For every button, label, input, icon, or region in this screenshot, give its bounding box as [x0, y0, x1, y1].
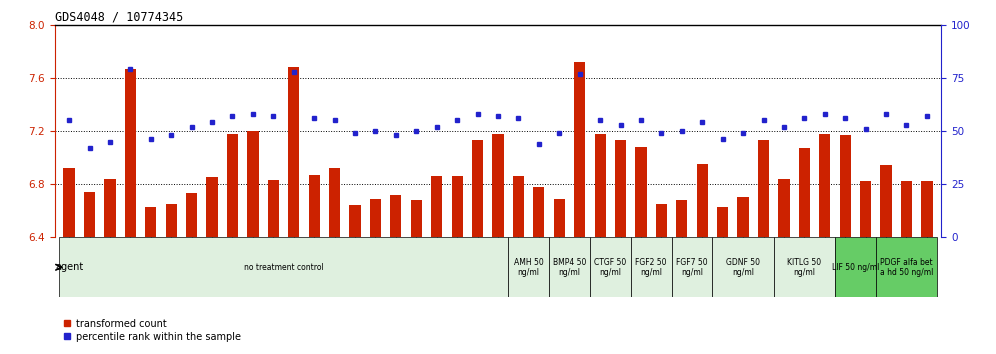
- Bar: [671, 237, 712, 297]
- Text: GDNF 50
ng/ml: GDNF 50 ng/ml: [726, 258, 760, 277]
- Text: agent: agent: [55, 262, 84, 272]
- Bar: [64, 168, 75, 237]
- Bar: [880, 166, 891, 237]
- Bar: [288, 67, 300, 237]
- Text: LIF 50 ng/ml: LIF 50 ng/ml: [832, 263, 879, 272]
- Bar: [737, 198, 749, 237]
- Bar: [549, 237, 590, 297]
- Text: FGF7 50
ng/ml: FGF7 50 ng/ml: [676, 258, 708, 277]
- Bar: [554, 199, 565, 237]
- Bar: [595, 134, 606, 237]
- Bar: [329, 168, 341, 237]
- Bar: [615, 140, 626, 237]
- Bar: [84, 192, 96, 237]
- Bar: [655, 204, 667, 237]
- Bar: [390, 195, 401, 237]
- Bar: [268, 180, 279, 237]
- Bar: [819, 134, 831, 237]
- Bar: [370, 199, 381, 237]
- Bar: [712, 237, 774, 297]
- Bar: [124, 69, 136, 237]
- Bar: [227, 134, 238, 237]
- Text: GDS4048 / 10774345: GDS4048 / 10774345: [55, 11, 183, 24]
- Bar: [472, 140, 483, 237]
- Bar: [696, 164, 708, 237]
- Bar: [533, 187, 545, 237]
- Text: BMP4 50
ng/ml: BMP4 50 ng/ml: [553, 258, 587, 277]
- Bar: [900, 182, 912, 237]
- Bar: [145, 207, 156, 237]
- Bar: [451, 176, 463, 237]
- Legend: transformed count, percentile rank within the sample: transformed count, percentile rank withi…: [60, 315, 245, 346]
- Bar: [778, 179, 790, 237]
- Bar: [206, 177, 218, 237]
- Bar: [410, 200, 422, 237]
- Bar: [309, 175, 320, 237]
- Bar: [165, 204, 177, 237]
- Bar: [635, 147, 646, 237]
- Bar: [774, 237, 835, 297]
- Bar: [247, 131, 259, 237]
- Bar: [676, 200, 687, 237]
- Bar: [630, 237, 671, 297]
- Text: PDGF alfa bet
a hd 50 ng/ml: PDGF alfa bet a hd 50 ng/ml: [879, 258, 933, 277]
- Bar: [717, 207, 728, 237]
- Text: CTGF 50
ng/ml: CTGF 50 ng/ml: [595, 258, 626, 277]
- Text: AMH 50
ng/ml: AMH 50 ng/ml: [514, 258, 544, 277]
- Bar: [860, 182, 872, 237]
- Bar: [574, 62, 586, 237]
- Bar: [840, 135, 851, 237]
- Text: KITLG 50
ng/ml: KITLG 50 ng/ml: [787, 258, 822, 277]
- Bar: [799, 148, 810, 237]
- Bar: [921, 182, 932, 237]
- Text: FGF2 50
ng/ml: FGF2 50 ng/ml: [635, 258, 667, 277]
- Bar: [758, 140, 769, 237]
- Bar: [835, 237, 875, 297]
- Bar: [431, 176, 442, 237]
- Bar: [513, 176, 524, 237]
- Bar: [508, 237, 549, 297]
- Text: no treatment control: no treatment control: [244, 263, 324, 272]
- Bar: [105, 179, 116, 237]
- Bar: [186, 193, 197, 237]
- Bar: [492, 134, 504, 237]
- Bar: [350, 205, 361, 237]
- Bar: [875, 237, 937, 297]
- Bar: [59, 237, 508, 297]
- Bar: [590, 237, 630, 297]
